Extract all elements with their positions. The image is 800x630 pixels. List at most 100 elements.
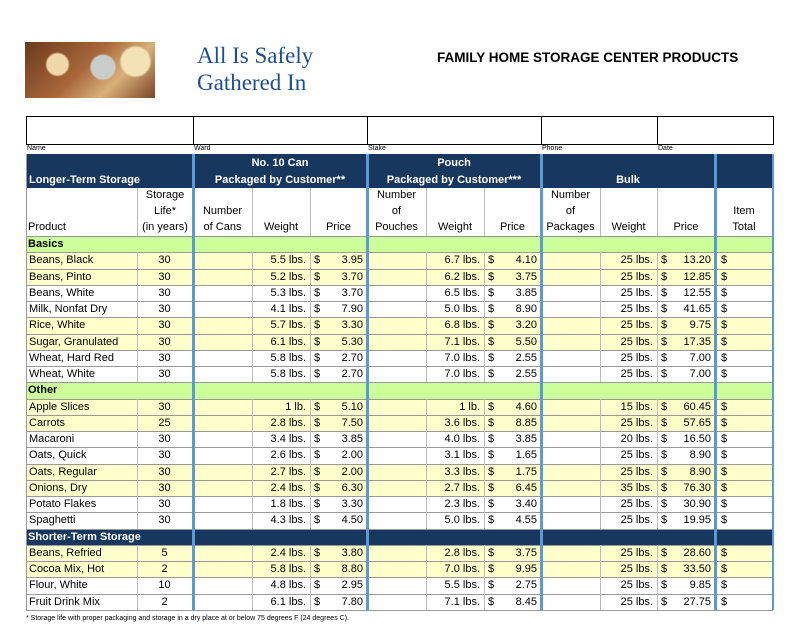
cell-line — [657, 301, 658, 318]
cell-line — [657, 496, 658, 513]
cell-line — [252, 463, 253, 480]
cell: 30 — [158, 303, 171, 316]
currency: $ — [314, 449, 321, 462]
cell-line — [137, 268, 138, 285]
cell: 7.00 — [689, 351, 711, 364]
form-label: Stake — [368, 145, 386, 152]
cell-line — [137, 284, 138, 302]
table-bottom — [26, 609, 773, 611]
form-field — [26, 116, 194, 145]
cell-line — [600, 512, 601, 529]
cell-line — [252, 349, 253, 367]
column-header: Weight — [611, 221, 646, 233]
cell-line — [310, 447, 311, 464]
cell: 3.4 lbs. — [270, 433, 306, 446]
cell-line — [252, 301, 253, 318]
cell-line — [600, 544, 601, 562]
cell-line — [426, 301, 427, 318]
currency: $ — [314, 254, 321, 267]
cell: 5 — [161, 546, 168, 559]
currency: $ — [314, 481, 321, 494]
cell-line — [137, 561, 138, 578]
cell-line — [137, 463, 138, 480]
currency: $ — [661, 498, 668, 511]
group-divider — [192, 154, 195, 610]
currency: $ — [488, 595, 495, 608]
cell-line — [137, 349, 138, 367]
cell-line — [657, 366, 658, 383]
cell: 25 lbs. — [620, 303, 653, 316]
currency: $ — [661, 254, 668, 267]
table-right — [772, 154, 774, 610]
cell: 25 lbs. — [620, 449, 653, 462]
cell-line — [426, 333, 427, 350]
cell-line — [426, 252, 427, 269]
column-header: Price — [673, 221, 699, 233]
currency: $ — [721, 449, 728, 462]
cell-line — [484, 447, 485, 464]
currency: $ — [721, 335, 728, 348]
cell: 20 lbs. — [620, 433, 653, 446]
cell: 2 — [161, 595, 168, 608]
cell: 17.35 — [683, 335, 711, 348]
cell: 2.00 — [341, 449, 363, 462]
cell-line — [657, 414, 658, 432]
currency: $ — [488, 319, 495, 332]
cell: 5.7 lbs. — [270, 319, 306, 332]
currency: $ — [661, 400, 668, 413]
cell: 6.8 lbs. — [444, 319, 480, 332]
cell-line — [252, 317, 253, 334]
currency: $ — [721, 416, 728, 429]
cell-line — [137, 479, 138, 497]
cell: 30 — [158, 319, 171, 332]
product: Oats, Regular — [29, 465, 97, 478]
currency: $ — [488, 481, 495, 494]
product: Beans, Black — [29, 254, 94, 267]
currency: $ — [488, 416, 495, 429]
column-header: Weight — [437, 221, 473, 233]
cell-line — [310, 544, 311, 562]
cell: 30 — [158, 514, 171, 527]
cell: 7.1 lbs. — [444, 595, 480, 608]
cell: 60.45 — [683, 400, 711, 413]
table-left — [26, 154, 27, 610]
currency: $ — [314, 368, 321, 381]
cell-line — [657, 561, 658, 578]
currency: $ — [661, 335, 668, 348]
cell-line — [600, 414, 601, 432]
cell: 25 lbs. — [620, 563, 653, 576]
table-row — [26, 544, 773, 562]
group-header: Packaged by Customer** — [214, 174, 346, 186]
cell: 2.4 lbs. — [270, 481, 306, 494]
cell-line — [657, 252, 658, 269]
cell-line — [600, 447, 601, 464]
product: Rice, White — [29, 319, 86, 332]
cell-line — [426, 577, 427, 594]
table-row — [26, 593, 773, 610]
cell: 2.6 lbs. — [270, 449, 306, 462]
cell: 7.0 lbs. — [444, 368, 480, 381]
cell: 3.85 — [341, 433, 363, 446]
currency: $ — [314, 351, 321, 364]
cell: 30 — [158, 465, 171, 478]
currency: $ — [661, 286, 668, 299]
cell-line — [252, 268, 253, 285]
product: Fruit Drink Mix — [29, 595, 100, 608]
cell: 2.55 — [515, 351, 537, 364]
product: Wheat, White — [29, 368, 96, 381]
cell-line — [657, 512, 658, 529]
cell: 30 — [158, 368, 171, 381]
cell-line — [484, 284, 485, 302]
cell: 3.30 — [341, 498, 363, 511]
cell: 30 — [158, 498, 171, 511]
cell: 3.75 — [515, 270, 537, 283]
cell-line — [600, 317, 601, 334]
cell-line — [600, 398, 601, 415]
form-label: Phone — [542, 145, 563, 152]
cell: 9.85 — [689, 579, 711, 592]
group-header: Bulk — [616, 174, 640, 186]
cell-line — [137, 431, 138, 448]
cell: 5.2 lbs. — [270, 270, 306, 283]
cell-line — [252, 496, 253, 513]
cell-line — [426, 512, 427, 529]
